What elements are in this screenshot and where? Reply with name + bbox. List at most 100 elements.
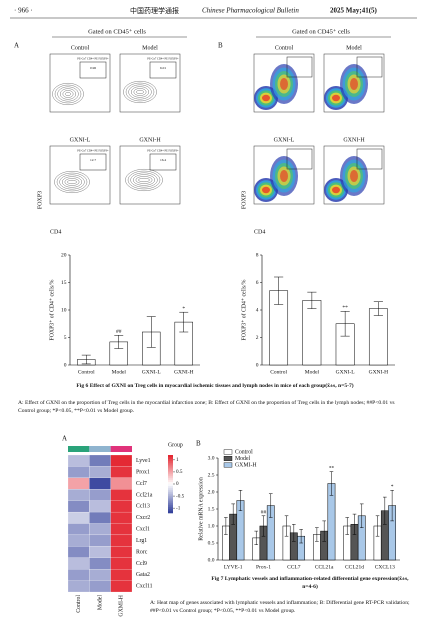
error-bar (299, 529, 303, 544)
colorbar-step (168, 485, 173, 489)
gate (286, 56, 313, 78)
x-tick-label: CCL21a (315, 564, 334, 570)
x-tick-label: Control (270, 369, 287, 375)
colorbar-step (168, 470, 173, 473)
contour (133, 174, 155, 186)
group-label: Control (71, 45, 90, 51)
group-label: Model (142, 45, 158, 51)
row-label: Cxcl11 (136, 584, 153, 590)
contour (62, 90, 74, 98)
legend-swatch (223, 462, 233, 468)
significance: ** (342, 305, 348, 311)
heat-cell (67, 534, 90, 547)
journal: 中国药理学通报 (130, 6, 179, 15)
heat-cell (89, 511, 111, 524)
contour (60, 88, 76, 100)
gate-label: PE-Cy7 CD4+ PE FOXP3+ (147, 58, 179, 61)
colorbar-step (168, 489, 173, 493)
gate-label: PE-Cy7 CD4+ PE FOXP3+ (77, 150, 109, 153)
contour (123, 81, 157, 103)
axis-x: CD4 (254, 229, 265, 235)
significance: ** (329, 465, 335, 471)
density (350, 170, 358, 182)
contour (128, 84, 152, 100)
heat-cell (110, 569, 133, 581)
group-bar (110, 446, 132, 452)
page-number: · 966 · (14, 7, 33, 15)
column-label: Control (76, 595, 82, 613)
heat-cell (67, 477, 90, 490)
heat-cell (89, 500, 111, 513)
gate (149, 61, 177, 79)
colorbar-step (168, 487, 173, 491)
density (332, 94, 340, 102)
colorbar-step (168, 460, 173, 464)
gate-label: PE-Cy7 CD4+ PE FOXP3+ (147, 150, 179, 153)
error-bar (146, 316, 156, 348)
heat-cell (89, 557, 111, 570)
x-tick-label: CCL7 (287, 564, 301, 570)
contour (135, 176, 153, 184)
error-bar (179, 311, 189, 333)
legend-label: GXMI-H (235, 462, 257, 468)
panel-label: B (196, 440, 201, 448)
y-tick-label: 0.0 (208, 557, 215, 563)
contour (54, 171, 90, 193)
x-tick-label: Prox-1 (256, 564, 271, 570)
density (350, 78, 358, 90)
heat-cell (110, 489, 133, 501)
heat-cell (110, 500, 133, 513)
heat-cell (110, 534, 133, 547)
contour (65, 92, 71, 96)
colorbar-step (168, 456, 173, 460)
error-bar (284, 515, 289, 537)
contour (125, 169, 163, 191)
group-bar (68, 446, 90, 452)
gate-percent: 6.01 (160, 66, 166, 70)
contour (52, 83, 84, 105)
colorbar-step (168, 495, 173, 498)
row-label: Rorc (136, 549, 148, 555)
density (332, 186, 340, 194)
contour (56, 172, 88, 192)
error-bar (322, 520, 326, 542)
y-tick-label: 3.0 (208, 455, 215, 461)
row-label: Ccl7 (136, 481, 147, 487)
row-label: Cxcr2 (136, 515, 150, 521)
y-tick-label: 10 (61, 307, 67, 313)
gate (356, 56, 383, 78)
significance: * (182, 306, 185, 312)
heat-cell (89, 489, 111, 501)
x-tick-label: Model (112, 369, 127, 375)
colorbar-step (168, 474, 173, 477)
colorbar-label: 1 (176, 457, 179, 463)
x-tick-label: GXNI-L (142, 369, 162, 375)
fig6-note: A: Effect of GXNI on the proportion of T… (18, 400, 395, 414)
gate (286, 148, 313, 170)
contour (62, 176, 82, 188)
gate (356, 148, 383, 170)
issue: 2025 May;41(5) (330, 7, 378, 15)
error-bar (261, 515, 266, 537)
heat-cell (110, 511, 133, 524)
legend-swatch (223, 456, 233, 461)
colorbar-step (168, 503, 173, 506)
group-label: Model (346, 45, 362, 51)
error-bar (81, 354, 91, 365)
error-bar (315, 527, 319, 542)
heat-cell (110, 546, 133, 558)
y-tick-label: 1.0 (208, 523, 215, 529)
density (280, 170, 288, 182)
y-tick-label: 0 (256, 362, 259, 368)
fig7-note: A: Heat map of genes associated with lym… (150, 600, 410, 614)
y-tick-label: 20 (61, 252, 67, 258)
heat-cell (67, 454, 90, 467)
error-bar (373, 301, 383, 316)
error-bar (114, 335, 124, 349)
heat-cell (67, 500, 90, 513)
error-bar (359, 503, 364, 528)
panel-label: A (62, 435, 67, 443)
contour (138, 178, 150, 182)
